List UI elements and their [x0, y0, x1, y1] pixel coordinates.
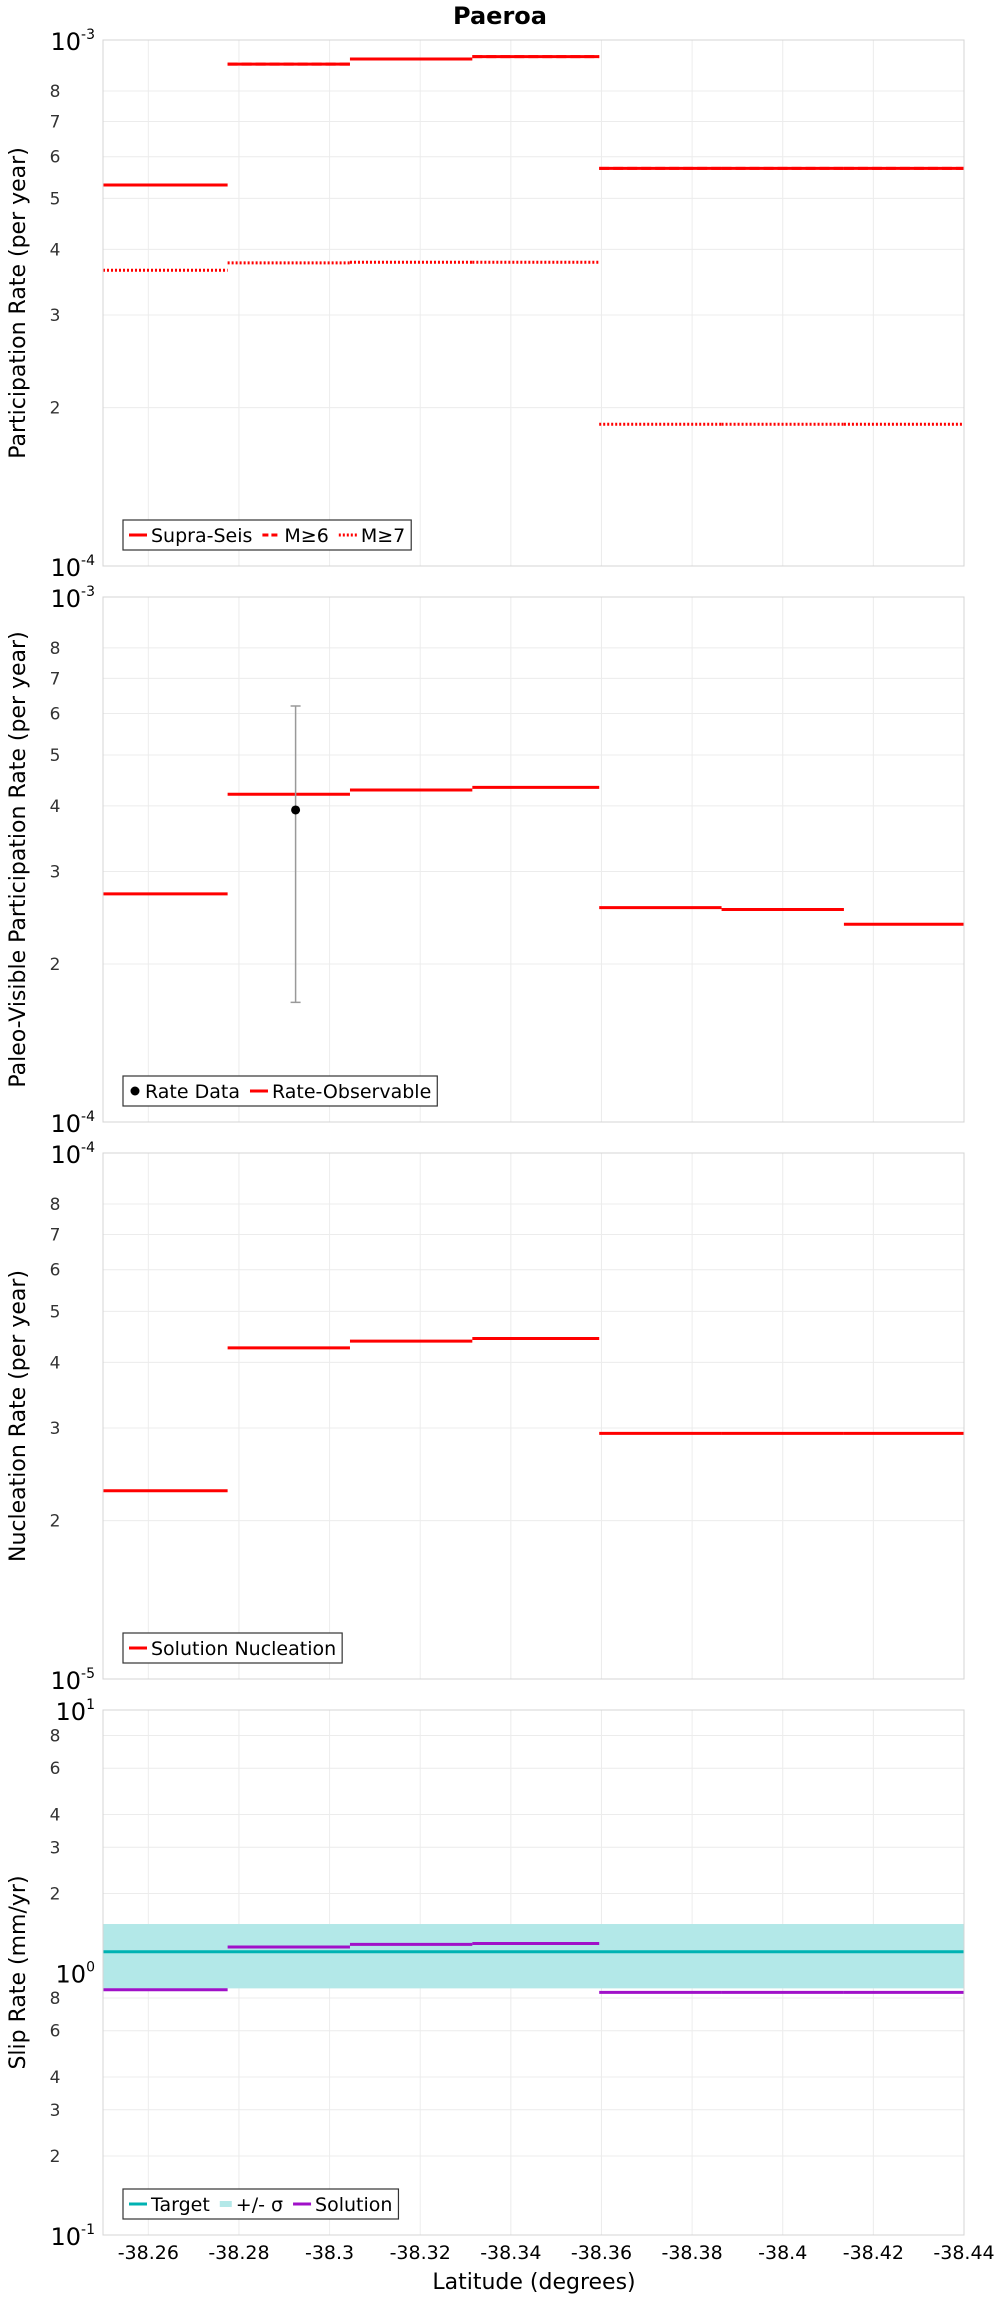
x-tick-label: -38.42 [843, 2242, 904, 2264]
y-tick-label: 6 [50, 1759, 61, 1779]
legend-frame [122, 1075, 438, 1107]
legend-label: M≥6 [284, 525, 328, 547]
legend-frame [122, 519, 412, 551]
y-tick-label: 8 [50, 82, 61, 102]
y-tick-label: 4 [50, 240, 61, 260]
x-axis-label: Latitude (degrees) [432, 2270, 635, 2295]
data-point [291, 805, 301, 815]
legend: Solution Nucleation [122, 1632, 343, 1664]
plot-frame [102, 1152, 965, 1680]
y-tick-label: 8 [50, 639, 61, 659]
legend-label: Rate Data [145, 1081, 240, 1103]
y-axis-label: Slip Rate (mm/yr) [6, 1875, 31, 2069]
y-tick-label: 8 [50, 1195, 61, 1215]
sigma-band [103, 1924, 964, 1989]
y-axis-label: Paleo-Visible Participation Rate (per ye… [6, 631, 31, 1087]
legend: Target +/- σ Solution [122, 2188, 400, 2220]
y-tick-label: 2 [50, 955, 61, 975]
y-decade-label: 10-3 [50, 27, 95, 56]
y-decade-label: 100 [56, 1960, 95, 1989]
legend-frame [122, 2188, 400, 2220]
y-tick-label: 4 [50, 1805, 61, 1825]
x-tick-label: -38.38 [661, 2242, 722, 2264]
chart-title: Paeroa [453, 2, 547, 30]
panel-4: 2 3 4 6 8 2 3 4 6 8 10-1 100 101 Slip Rate (mm/yr) Tar… [6, 1697, 965, 2251]
y-tick-label: 2 [50, 399, 61, 419]
panel-2: 2 3 4 5 6 7 8 10-4 10-3 Paleo-Visible Participati… [6, 584, 965, 1138]
plot-frame [102, 596, 965, 1123]
legend-frame [122, 1632, 343, 1664]
y-tick-label: 3 [50, 1838, 61, 1858]
legend: Supra-Seis M≥6 M≥7 [122, 519, 412, 551]
y-tick-label: 2 [50, 1512, 61, 1532]
x-tick-label: -38.28 [208, 2242, 269, 2264]
x-tick-label: -38.36 [571, 2242, 632, 2264]
y-tick-label: 3 [50, 1419, 61, 1439]
y-tick-label: 3 [50, 863, 61, 883]
y-decade-label: 10-1 [50, 2222, 95, 2251]
panel-3: 2 3 4 5 6 7 8 10-5 10-4 Nucleation Rate (per year… [6, 1140, 965, 1695]
y-axis-label: Participation Rate (per year) [6, 147, 31, 459]
y-tick-label: 4 [50, 2068, 61, 2088]
y-decade-label: 10-3 [50, 584, 95, 613]
y-axis-label: Nucleation Rate (per year) [6, 1270, 31, 1562]
legend-label: Rate-Observable [272, 1081, 431, 1103]
y-tick-label: 6 [50, 704, 61, 724]
y-decade-label: 10-4 [50, 1140, 95, 1169]
legend-label: Solution Nucleation [151, 1638, 336, 1660]
plot-frame [102, 39, 965, 567]
legend-label: Supra-Seis [151, 525, 252, 547]
y-tick-label: 2 [50, 2147, 61, 2167]
y-tick-label: 3 [50, 306, 61, 326]
legend: Rate Data Rate-Observable [122, 1075, 438, 1107]
x-tick-label: -38.4 [758, 2242, 807, 2264]
x-axis-ticks: -38.26 -38.28 -38.3 -38.32 -38.34 -38.36 -38.3… [118, 2242, 995, 2264]
y-decade-label: 10-5 [50, 1666, 95, 1695]
y-decade-label: 10-4 [50, 553, 95, 582]
y-tick-label: 7 [50, 669, 61, 689]
x-tick-label: -38.26 [118, 2242, 179, 2264]
x-tick-label: -38.32 [390, 2242, 451, 2264]
y-decade-label: 101 [56, 1697, 95, 1726]
y-tick-label: 7 [50, 1225, 61, 1245]
y-tick-label: 8 [50, 1989, 61, 2009]
x-tick-label: -38.44 [933, 2242, 994, 2264]
plot-frame [102, 1709, 965, 2236]
y-decade-label: 10-4 [50, 1109, 95, 1138]
panel-1: 2 3 4 5 6 7 8 10-4 10-3 Participation Rate (per y… [6, 27, 965, 582]
legend-label: +/- σ [236, 2194, 283, 2216]
legend-label: Solution [315, 2194, 392, 2216]
y-tick-label: 5 [50, 746, 61, 766]
legend-swatch [130, 1086, 140, 1096]
legend-swatch [219, 2201, 232, 2207]
y-tick-label: 2 [50, 1884, 61, 1904]
y-tick-label: 7 [50, 112, 61, 132]
y-tick-label: 8 [50, 1726, 61, 1746]
y-tick-label: 6 [50, 2022, 61, 2042]
legend-label: Target [150, 2194, 210, 2216]
x-tick-label: -38.3 [305, 2242, 354, 2264]
y-tick-label: 4 [50, 1353, 61, 1373]
y-tick-label: 6 [50, 1261, 61, 1281]
legend-label: M≥7 [361, 525, 405, 547]
y-tick-label: 5 [50, 189, 61, 209]
y-tick-label: 3 [50, 2101, 61, 2121]
y-tick-label: 5 [50, 1302, 61, 1322]
x-tick-label: -38.34 [480, 2242, 541, 2264]
y-tick-label: 4 [50, 797, 61, 817]
y-tick-label: 6 [50, 148, 61, 168]
